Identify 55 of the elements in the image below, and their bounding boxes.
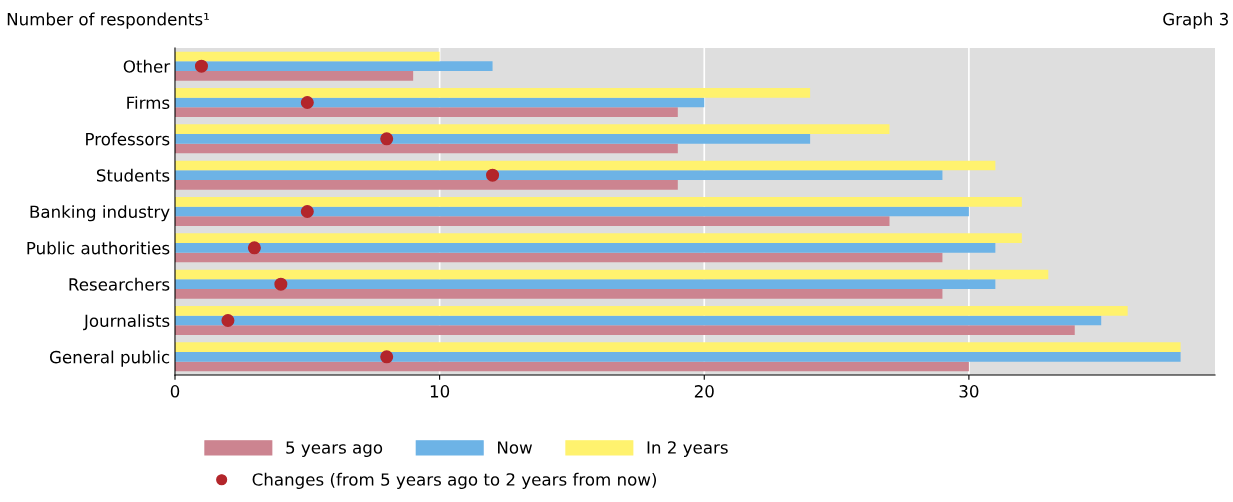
bar	[175, 233, 1022, 243]
bar	[175, 51, 440, 62]
bar	[175, 196, 1022, 207]
legend-label: In 2 years	[647, 441, 728, 457]
y-tick-label: General public	[49, 350, 170, 367]
legend-label: Changes (from 5 years ago to 2 years from now)	[252, 472, 657, 489]
point	[194, 59, 208, 73]
bar	[175, 97, 705, 108]
bar	[175, 279, 996, 290]
y-tick-label: Banking industry	[30, 205, 170, 222]
bar	[175, 61, 493, 72]
bar	[175, 206, 969, 217]
y-tick-label: Professors	[86, 132, 170, 146]
bar	[175, 342, 1181, 352]
legend-label: Now	[498, 441, 532, 454]
bar	[175, 216, 890, 227]
bar	[175, 107, 678, 118]
chart-title: Number of respondents¹	[7, 12, 209, 29]
bar	[175, 71, 414, 81]
bar	[175, 351, 1181, 362]
point	[221, 313, 235, 328]
y-tick-label: Firms	[127, 96, 170, 110]
bar	[175, 252, 943, 263]
y-tick-label: Journalists	[83, 314, 170, 331]
bar	[175, 242, 996, 253]
bar	[175, 160, 996, 171]
point	[300, 95, 314, 110]
y-tick-label: Researchers	[69, 277, 170, 291]
bar	[175, 325, 1075, 336]
bar	[175, 305, 1128, 316]
bar	[175, 124, 890, 134]
point	[300, 204, 314, 219]
bar	[175, 315, 1102, 326]
x-tick-label: 30	[959, 385, 979, 398]
bar	[175, 170, 943, 181]
caption: Graph 3	[1163, 12, 1228, 29]
point	[380, 350, 394, 364]
x-tick-label: 0	[170, 385, 180, 398]
point	[247, 241, 261, 255]
point	[380, 132, 394, 146]
bar	[175, 289, 943, 299]
bar	[175, 180, 678, 190]
y-tick-label: Public authorities	[27, 241, 170, 255]
x-tick-label: 20	[694, 385, 714, 398]
legend-label: 5 years ago	[286, 441, 383, 457]
bar	[175, 87, 811, 98]
x-tick-label: 10	[430, 385, 450, 398]
bar	[175, 269, 1049, 280]
y-tick-label: Other	[123, 59, 171, 73]
y-tick-label: Students	[96, 168, 170, 182]
point	[274, 277, 288, 291]
point	[486, 168, 500, 182]
bar	[175, 143, 678, 154]
bar	[175, 133, 811, 144]
bar	[175, 361, 969, 372]
